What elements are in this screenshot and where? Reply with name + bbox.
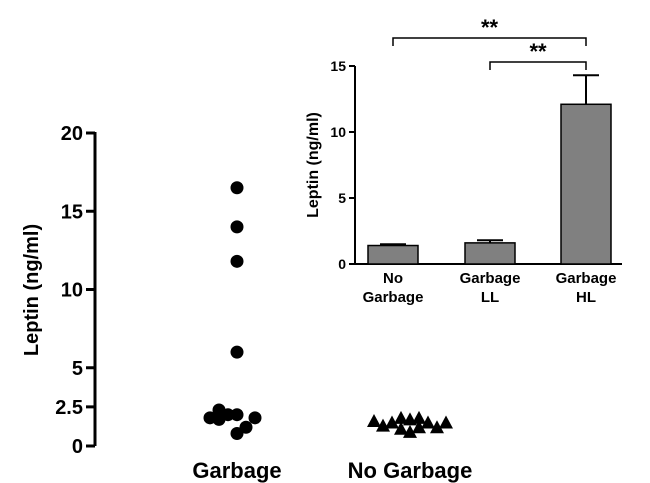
- scatter-point-triangle: [412, 410, 426, 424]
- scatter-point-circle: [230, 426, 244, 440]
- inset-y-tick-label: 10: [330, 124, 346, 140]
- y-tick-label: 5: [72, 358, 83, 380]
- scatter-point-triangle: [385, 415, 399, 429]
- scatter-point-triangle: [403, 424, 417, 438]
- scatter-point-circle: [212, 412, 226, 426]
- significance-label: **: [529, 39, 547, 64]
- inset-y-tick-label: 15: [330, 58, 346, 74]
- y-axis-title: Leptin (ng/ml): [21, 224, 43, 356]
- inset-bar: [367, 244, 419, 265]
- y-tick-label: 0: [72, 436, 83, 458]
- scatter-point-triangle: [394, 410, 408, 424]
- scatter-point-triangle: [394, 421, 408, 435]
- scatter-point-circle: [230, 254, 244, 268]
- inset-y-axis-title: Leptin (ng/ml): [305, 112, 322, 218]
- y-tick-label: 20: [61, 123, 83, 145]
- significance-bracket: [392, 37, 587, 46]
- scatter-point-circle: [230, 181, 244, 195]
- significance-label: **: [481, 15, 499, 40]
- inset-y-tick-label: 5: [338, 190, 346, 206]
- scatter-point-circle: [230, 345, 244, 359]
- inset-x-category-label-line: Garbage: [556, 270, 617, 287]
- scatter-point-circle: [230, 220, 244, 234]
- scatter-point-triangle: [439, 415, 453, 429]
- inset-x-category-label-line: Garbage: [363, 289, 424, 306]
- inset-x-category-label: No Garbage: [363, 270, 424, 306]
- scatter-point-triangle: [412, 420, 426, 434]
- x-category-label: Garbage: [192, 458, 281, 483]
- inset-x-category-label: Garbage HL: [556, 270, 617, 306]
- inset-x-category-label-line: Garbage: [460, 270, 521, 287]
- x-category-label: No Garbage: [348, 458, 473, 483]
- scatter-point-triangle: [367, 413, 381, 427]
- y-tick-label: 10: [61, 280, 83, 302]
- inset-x-category-label-line: HL: [576, 289, 596, 306]
- main-scatter-chart: 0 2.5 5 10 15 20 Leptin (ng/ml) Garbage No Garba…: [21, 123, 472, 483]
- scatter-point-triangle: [421, 415, 435, 429]
- scatter-point-triangle: [430, 420, 444, 434]
- significance-bracket: [489, 61, 587, 70]
- y-tick-label: 15: [61, 201, 83, 223]
- inset-y-tick-label: 0: [338, 256, 346, 272]
- scatter-point-circle: [230, 408, 244, 422]
- inset-bar: [464, 242, 516, 265]
- inset-bar: [560, 103, 612, 265]
- inset-x-category-label: Garbage LL: [460, 270, 521, 306]
- y-tick-label: 2.5: [55, 397, 83, 419]
- inset-x-category-label-line: No: [383, 270, 403, 287]
- inset-x-category-label-line: LL: [481, 289, 499, 306]
- scatter-point-circle: [248, 411, 262, 425]
